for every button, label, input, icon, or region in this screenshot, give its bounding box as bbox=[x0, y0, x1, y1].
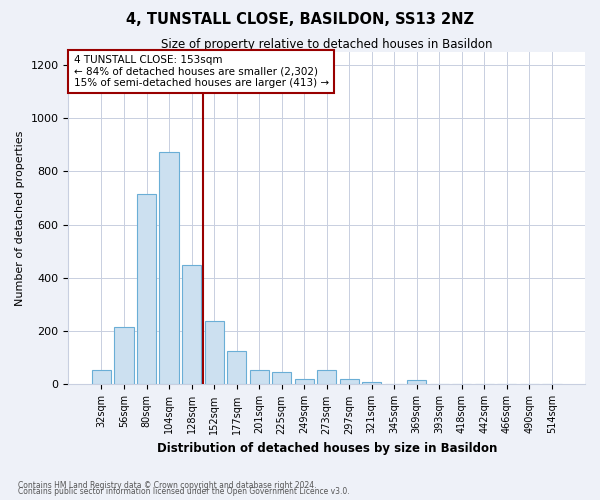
Text: 4, TUNSTALL CLOSE, BASILDON, SS13 2NZ: 4, TUNSTALL CLOSE, BASILDON, SS13 2NZ bbox=[126, 12, 474, 28]
Text: Contains public sector information licensed under the Open Government Licence v3: Contains public sector information licen… bbox=[18, 487, 350, 496]
Bar bbox=[295, 379, 314, 384]
Bar bbox=[137, 194, 156, 384]
Bar bbox=[227, 351, 246, 384]
Bar bbox=[272, 372, 291, 384]
X-axis label: Distribution of detached houses by size in Basildon: Distribution of detached houses by size … bbox=[157, 442, 497, 455]
Bar bbox=[250, 370, 269, 384]
Bar bbox=[362, 382, 382, 384]
Bar bbox=[115, 327, 134, 384]
Y-axis label: Number of detached properties: Number of detached properties bbox=[15, 130, 25, 306]
Bar bbox=[182, 264, 201, 384]
Text: 4 TUNSTALL CLOSE: 153sqm
← 84% of detached houses are smaller (2,302)
15% of sem: 4 TUNSTALL CLOSE: 153sqm ← 84% of detach… bbox=[74, 55, 329, 88]
Bar bbox=[205, 320, 224, 384]
Bar bbox=[340, 379, 359, 384]
Bar bbox=[317, 370, 336, 384]
Bar bbox=[160, 152, 179, 384]
Text: Contains HM Land Registry data © Crown copyright and database right 2024.: Contains HM Land Registry data © Crown c… bbox=[18, 480, 317, 490]
Bar bbox=[92, 370, 111, 384]
Bar bbox=[407, 380, 427, 384]
Title: Size of property relative to detached houses in Basildon: Size of property relative to detached ho… bbox=[161, 38, 493, 51]
